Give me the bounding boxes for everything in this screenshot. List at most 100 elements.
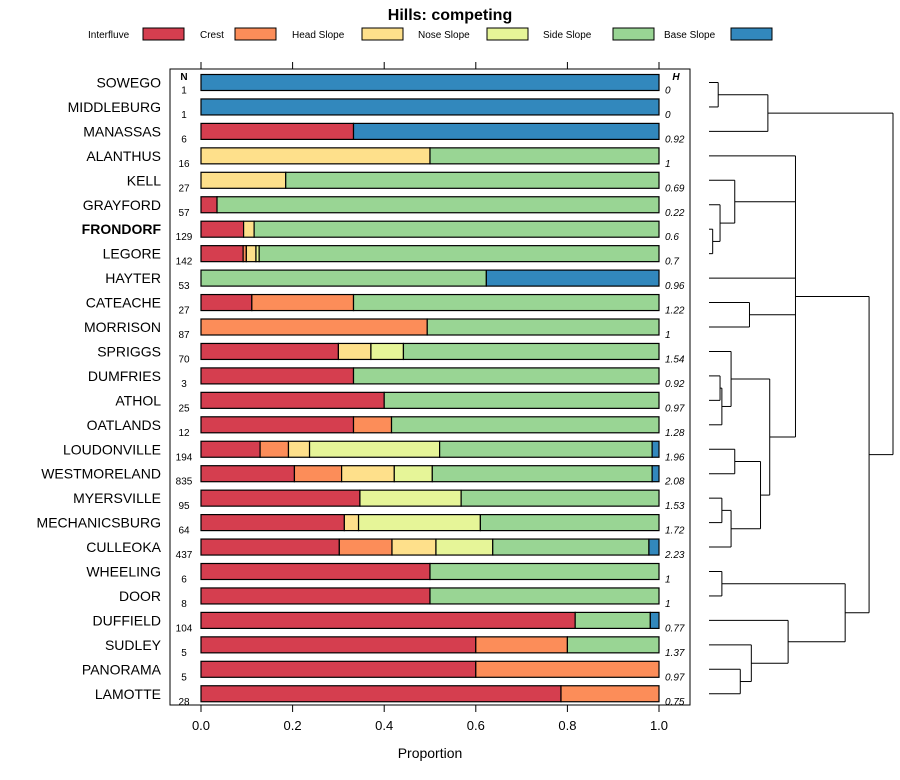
bar-segment-dumfries-side-slope <box>352 367 660 385</box>
bar-segment-alanthus-head-slope <box>200 147 431 165</box>
row-n-manassas: 6 <box>181 134 187 145</box>
row-n-lamotte: 28 <box>178 697 190 708</box>
bar-segment-mechanicsburg-nose-slope <box>357 513 481 532</box>
x-axis: 0.0 0.2 0.4 0.6 0.8 1.0 <box>192 62 668 733</box>
bar-segment-kell-head-slope <box>200 171 287 189</box>
bar-segment-dumfries-interfluve <box>200 367 355 385</box>
row-label-door: DOOR <box>119 588 161 604</box>
x-tick-label-0: 0.0 <box>192 718 210 733</box>
row-h-wheeling: 1 <box>665 575 671 586</box>
bar-segment-culleoka-interfluve <box>200 538 340 556</box>
bar-segment-westmoreland-interfluve <box>200 465 296 483</box>
legend-label-interfluve: Interfluve <box>88 30 130 41</box>
bar-segment-athol-side-slope <box>383 391 660 409</box>
row-label-culleoka: CULLEOKA <box>86 539 161 555</box>
row-label-sudley: SUDLEY <box>105 637 162 653</box>
bar-segment-westmoreland-head-slope <box>341 465 395 483</box>
row-h-alanthus: 1 <box>665 159 671 170</box>
bar-segment-wheeling-interfluve <box>200 562 431 581</box>
bar-segment-loudonville-nose-slope <box>308 440 441 458</box>
row-n-grayford: 57 <box>178 208 190 219</box>
row-hayter: HAYTER 53 0.96 <box>105 269 685 292</box>
bar-segment-mechanicsburg-head-slope <box>343 513 360 532</box>
bar-segment-westmoreland-side-slope <box>431 465 653 483</box>
legend-swatch-interfluve <box>142 27 185 41</box>
chart-title: Hills: competing <box>388 7 512 24</box>
bar-segment-culleoka-crest <box>338 538 393 556</box>
row-n-cateache: 27 <box>178 306 190 317</box>
bar-segment-lamotte-crest <box>560 685 660 703</box>
bar-segment-frondorf-head-slope <box>242 220 255 238</box>
row-label-alanthus: ALANTHUS <box>86 148 161 164</box>
row-h-athol: 0.97 <box>665 403 685 414</box>
bar-segment-frondorf-side-slope <box>253 220 660 238</box>
bar-segment-door-side-slope <box>429 587 660 605</box>
legend: Interfluve Crest Head Slope Nose Slope Side … <box>88 27 773 41</box>
bar-segment-loudonville-base-slope <box>651 440 660 458</box>
row-duffield: DUFFIELD 104 0.77 <box>93 611 685 634</box>
row-label-lamotte: LAMOTTE <box>95 686 161 702</box>
row-h-dumfries: 0.92 <box>665 379 685 390</box>
row-sowego: SOWEGO 1 0 <box>96 73 671 97</box>
x-axis-label: Proportion <box>398 745 463 761</box>
row-label-morrison: MORRISON <box>84 319 161 335</box>
row-label-cateache: CATEACHE <box>86 295 161 311</box>
row-h-oatlands: 1.28 <box>665 428 685 439</box>
row-morrison: MORRISON 87 1 <box>84 318 671 341</box>
row-h-legore: 0.7 <box>665 257 679 268</box>
row-kell: KELL 27 0.69 <box>127 171 685 194</box>
row-n-morrison: 87 <box>178 330 190 341</box>
row-n-culleoka: 437 <box>176 550 193 561</box>
row-n-athol: 25 <box>178 403 190 414</box>
bar-segment-culleoka-base-slope <box>648 538 660 556</box>
bar-segment-spriggs-head-slope <box>337 342 372 361</box>
row-manassas: MANASSAS 6 0.92 <box>83 122 685 145</box>
legend-label-crest: Crest <box>200 30 224 41</box>
bar-segment-manassas-interfluve <box>200 122 355 141</box>
row-h-kell: 0.69 <box>665 183 685 194</box>
row-n-mechanicsburg: 64 <box>178 526 190 537</box>
bar-segment-westmoreland-nose-slope <box>393 465 433 483</box>
legend-swatch-nose-slope <box>486 27 529 41</box>
bar-segment-spriggs-interfluve <box>200 342 339 361</box>
bar-segment-grayford-interfluve <box>200 196 218 214</box>
row-h-sudley: 1.37 <box>665 648 685 659</box>
row-label-sowego: SOWEGO <box>96 75 161 91</box>
row-spriggs: SPRIGGS 70 1.54 <box>97 342 685 365</box>
row-culleoka: CULLEOKA 437 2.23 <box>86 538 685 561</box>
row-label-spriggs: SPRIGGS <box>97 343 161 359</box>
bar-segment-grayford-side-slope <box>216 196 660 214</box>
row-h-middleburg: 0 <box>665 110 671 121</box>
h-column-header: H <box>672 72 680 83</box>
row-n-loudonville: 194 <box>176 452 193 463</box>
row-sudley: SUDLEY 5 1.37 <box>105 636 685 659</box>
bar-segment-oatlands-interfluve <box>200 416 355 434</box>
row-n-spriggs: 70 <box>178 354 190 365</box>
row-label-mechanicsburg: MECHANICSBURG <box>37 515 161 531</box>
bar-segment-sowego-base-slope <box>200 73 660 92</box>
row-h-duffield: 0.77 <box>665 623 685 634</box>
row-h-frondorf: 0.6 <box>665 232 679 243</box>
row-h-morrison: 1 <box>665 330 671 341</box>
row-label-athol: ATHOL <box>115 392 161 408</box>
bar-segment-alanthus-side-slope <box>429 147 660 165</box>
bar-segment-legore-side-slope <box>258 245 660 263</box>
bar-segment-loudonville-side-slope <box>439 440 653 458</box>
bar-segment-hayter-base-slope <box>485 269 660 287</box>
row-n-oatlands: 12 <box>178 428 190 439</box>
bar-segment-kell-side-slope <box>285 171 660 189</box>
row-label-panorama: PANORAMA <box>82 661 162 677</box>
bar-segment-spriggs-nose-slope <box>370 342 405 361</box>
legend-label-nose-slope: Nose Slope <box>418 30 470 41</box>
bar-segment-westmoreland-crest <box>293 465 343 483</box>
n-column-header: N <box>180 72 187 83</box>
bar-segment-wheeling-side-slope <box>429 562 660 581</box>
bar-segment-cateache-side-slope <box>352 293 660 312</box>
bar-segment-door-interfluve <box>200 587 431 605</box>
row-label-frondorf: FRONDORF <box>82 221 162 237</box>
row-h-culleoka: 2.23 <box>664 550 685 561</box>
row-label-myersville: MYERSVILLE <box>73 490 161 506</box>
row-h-myersville: 1.53 <box>665 501 685 512</box>
row-h-loudonville: 1.96 <box>665 452 685 463</box>
bar-segment-culleoka-side-slope <box>492 538 650 556</box>
